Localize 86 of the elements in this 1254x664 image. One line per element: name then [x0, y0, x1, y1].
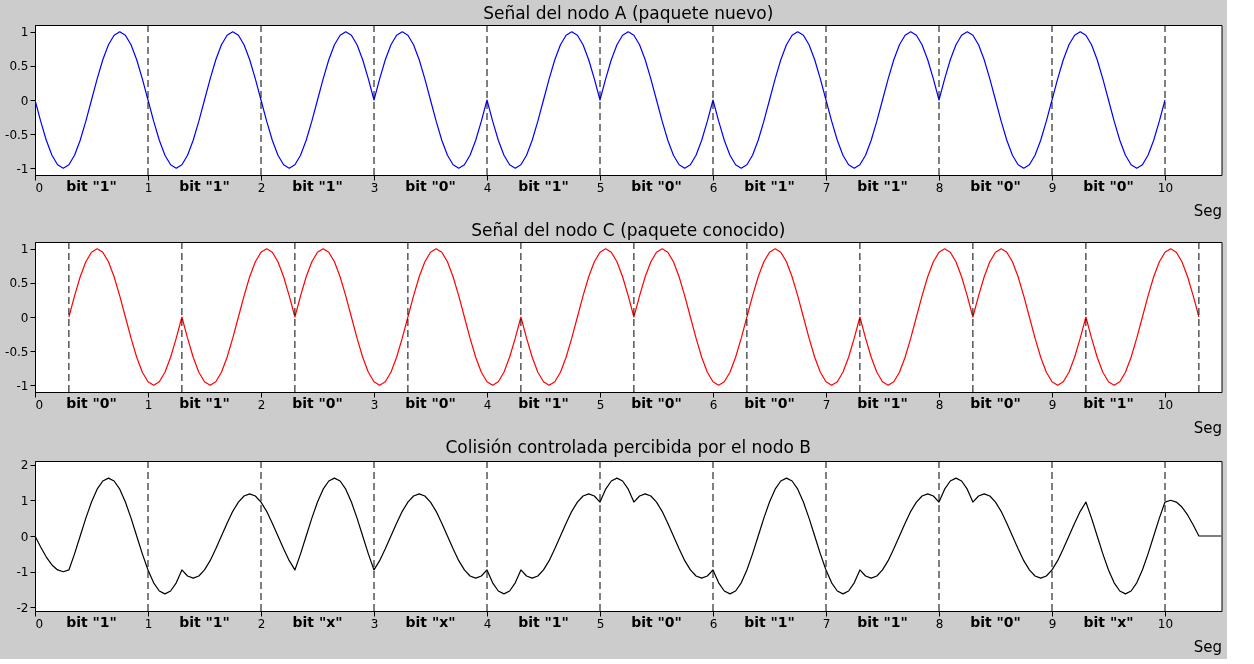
x-tick-label: 1	[144, 616, 153, 631]
x-axis-title: Seg	[1193, 637, 1222, 656]
text: bit "1"	[857, 614, 908, 630]
line-series	[35, 31, 1166, 169]
chart-title: Señal del nodo C (paquete conocido)	[471, 219, 786, 240]
text: bit "0"	[744, 395, 795, 411]
x-tick-label: 0	[35, 180, 44, 195]
y-tick-label: -1	[16, 161, 29, 176]
x-tick-label: 10	[1157, 397, 1174, 412]
x-tick-label: 8	[935, 616, 944, 631]
y-tick-label: 0	[20, 310, 29, 325]
x-tick-label: 4	[483, 616, 492, 631]
text: bit "1"	[179, 178, 230, 194]
x-tick-label: 8	[935, 397, 944, 412]
x-axis-title: Seg	[1193, 201, 1222, 220]
x-tick-label: 7	[822, 616, 831, 631]
text: bit "1"	[66, 178, 117, 194]
y-tick-label: 1	[20, 242, 29, 257]
text: bit "0"	[631, 614, 682, 630]
x-axis-title: Seg	[1193, 418, 1222, 437]
x-tick-label: 8	[935, 180, 944, 195]
y-tick-label: -2	[16, 600, 29, 615]
x-tick-label: 3	[370, 616, 379, 631]
y-tick-label: -1	[16, 565, 29, 580]
text: bit "0"	[292, 395, 343, 411]
chart-title: Colisión controlada percibida por el nodo B	[445, 436, 811, 457]
y-tick-label: 0.5	[9, 59, 29, 74]
text: bit "x"	[292, 614, 343, 630]
chart-title: Señal del nodo A (paquete nuevo)	[483, 2, 774, 23]
x-tick-label: 9	[1048, 616, 1057, 631]
x-tick-label: 9	[1048, 397, 1057, 412]
x-tick-label: 9	[1048, 180, 1057, 195]
x-tick-label: 1	[144, 397, 153, 412]
y-tick-label: 0	[20, 529, 29, 544]
text: bit "0"	[66, 395, 117, 411]
text: bit "0"	[970, 395, 1021, 411]
y-tick-label: 1	[20, 493, 29, 508]
x-tick-label: 3	[370, 397, 379, 412]
x-tick-label: 10	[1157, 180, 1174, 195]
x-tick-label: 2	[257, 397, 266, 412]
x-tick-label: 4	[483, 180, 492, 195]
x-tick-label: 5	[596, 616, 605, 631]
text: bit "1"	[857, 395, 908, 411]
text: bit "1"	[179, 395, 230, 411]
x-tick-label: 5	[596, 397, 605, 412]
x-tick-label: 7	[822, 397, 831, 412]
text: bit "1"	[518, 178, 569, 194]
text: bit "1"	[179, 614, 230, 630]
text: bit "0"	[631, 395, 682, 411]
y-tick-label: 1	[20, 25, 29, 40]
y-tick-label: -0.5	[5, 344, 29, 359]
x-tick-label: 3	[370, 180, 379, 195]
text: bit "1"	[857, 178, 908, 194]
x-tick-label: 4	[483, 397, 492, 412]
y-tick-label: 0	[20, 93, 29, 108]
x-tick-label: 0	[35, 616, 44, 631]
y-tick-label: 0.5	[9, 276, 29, 291]
y-tick-label: -0.5	[5, 127, 29, 142]
text: bit "0"	[1083, 178, 1134, 194]
text: bit "0"	[405, 178, 456, 194]
text: bit "0"	[631, 178, 682, 194]
y-tick-label: 2	[20, 458, 29, 473]
text: bit "1"	[518, 614, 569, 630]
text: bit "1"	[744, 178, 795, 194]
x-tick-label: 7	[822, 180, 831, 195]
x-tick-label: 5	[596, 180, 605, 195]
text: bit "1"	[518, 395, 569, 411]
text: bit "0"	[405, 395, 456, 411]
text: bit "x"	[405, 614, 456, 630]
text: bit "1"	[1083, 395, 1134, 411]
x-tick-label: 2	[257, 616, 266, 631]
x-tick-label: 1	[144, 180, 153, 195]
text: bit "0"	[970, 178, 1021, 194]
line-series	[68, 248, 1200, 386]
text: bit "0"	[970, 614, 1021, 630]
x-tick-label: 6	[709, 180, 718, 195]
x-tick-label: 0	[35, 397, 44, 412]
y-tick-label: -1	[16, 378, 29, 393]
x-tick-label: 2	[257, 180, 266, 195]
x-tick-label: 6	[709, 616, 718, 631]
text: bit "x"	[1083, 614, 1134, 630]
text: bit "1"	[292, 178, 343, 194]
text: bit "1"	[744, 614, 795, 630]
x-tick-label: 10	[1157, 616, 1174, 631]
x-tick-label: 6	[709, 397, 718, 412]
text: bit "1"	[66, 614, 117, 630]
